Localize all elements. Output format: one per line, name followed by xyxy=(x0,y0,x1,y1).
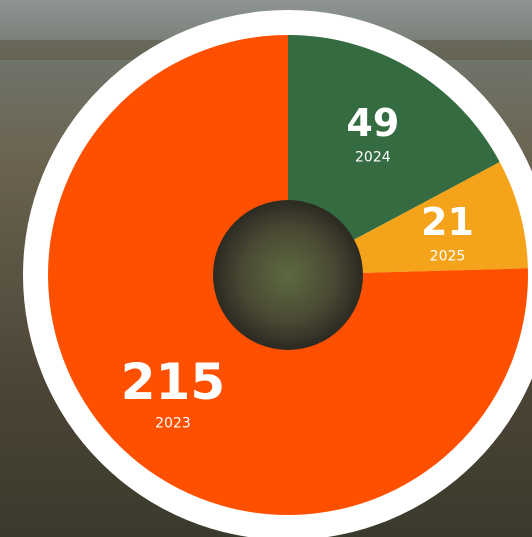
chart: 49 2024 21 2025 215 2023 xyxy=(0,0,532,537)
page: {"chart_data": {"type": "donut", "catego… xyxy=(0,0,532,537)
category-label: 2023 xyxy=(155,415,191,431)
donut-hole xyxy=(213,200,363,350)
value-label: 21 xyxy=(421,200,474,244)
value-label: 215 xyxy=(121,353,225,411)
category-label: 2024 xyxy=(355,149,391,165)
value-label: 49 xyxy=(346,101,399,145)
category-label: 2025 xyxy=(430,249,466,265)
